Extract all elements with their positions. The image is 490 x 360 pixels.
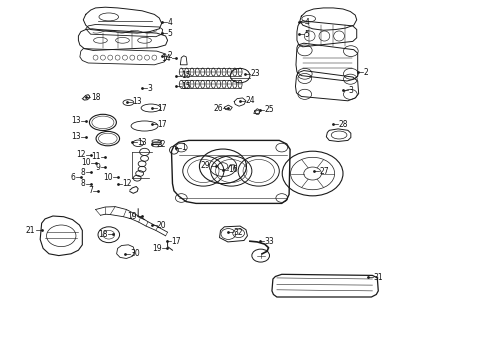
Text: 32: 32 <box>233 228 243 237</box>
Text: 20: 20 <box>157 220 167 230</box>
Text: 8: 8 <box>81 168 86 177</box>
Text: 10: 10 <box>103 173 113 182</box>
Text: 12: 12 <box>122 179 132 188</box>
Text: 7: 7 <box>88 186 93 195</box>
Text: 2: 2 <box>364 68 368 77</box>
Text: 33: 33 <box>265 237 274 246</box>
Text: 23: 23 <box>250 69 260 78</box>
Text: 3: 3 <box>147 84 152 93</box>
Text: 1: 1 <box>181 143 186 152</box>
Text: 5: 5 <box>305 30 310 39</box>
Text: 17: 17 <box>157 120 167 129</box>
Text: 18: 18 <box>91 93 100 102</box>
Text: 9: 9 <box>96 163 100 172</box>
Text: 2: 2 <box>168 51 172 60</box>
Text: 24: 24 <box>245 96 255 105</box>
Text: 11: 11 <box>91 152 100 161</box>
Text: 22: 22 <box>157 140 167 149</box>
Text: 18: 18 <box>98 230 108 239</box>
Text: 13: 13 <box>137 138 147 147</box>
Text: 10: 10 <box>81 158 91 167</box>
Text: 26: 26 <box>213 104 223 113</box>
Text: 5: 5 <box>168 29 172 38</box>
Text: 19: 19 <box>152 244 162 253</box>
Text: 15: 15 <box>181 82 191 91</box>
Text: 8: 8 <box>81 179 86 188</box>
Text: 21: 21 <box>26 226 35 235</box>
Text: 15: 15 <box>181 71 191 80</box>
Text: 30: 30 <box>130 249 140 258</box>
Text: 3: 3 <box>348 86 353 95</box>
Text: 6: 6 <box>70 173 75 182</box>
Text: 4: 4 <box>168 18 172 27</box>
Text: 19: 19 <box>127 212 137 220</box>
Text: 13: 13 <box>132 97 142 106</box>
Text: 13: 13 <box>71 132 81 141</box>
Text: 14: 14 <box>162 54 172 63</box>
Text: 28: 28 <box>339 120 348 129</box>
Text: 16: 16 <box>228 166 238 175</box>
Text: 31: 31 <box>373 273 383 282</box>
Text: 27: 27 <box>319 166 329 176</box>
Text: 12: 12 <box>76 150 86 159</box>
Text: 17: 17 <box>157 104 167 113</box>
Text: 29: 29 <box>201 161 211 170</box>
Text: 25: 25 <box>265 105 274 114</box>
Text: 17: 17 <box>172 237 181 246</box>
Text: 4: 4 <box>305 18 310 27</box>
Text: 13: 13 <box>71 116 81 125</box>
